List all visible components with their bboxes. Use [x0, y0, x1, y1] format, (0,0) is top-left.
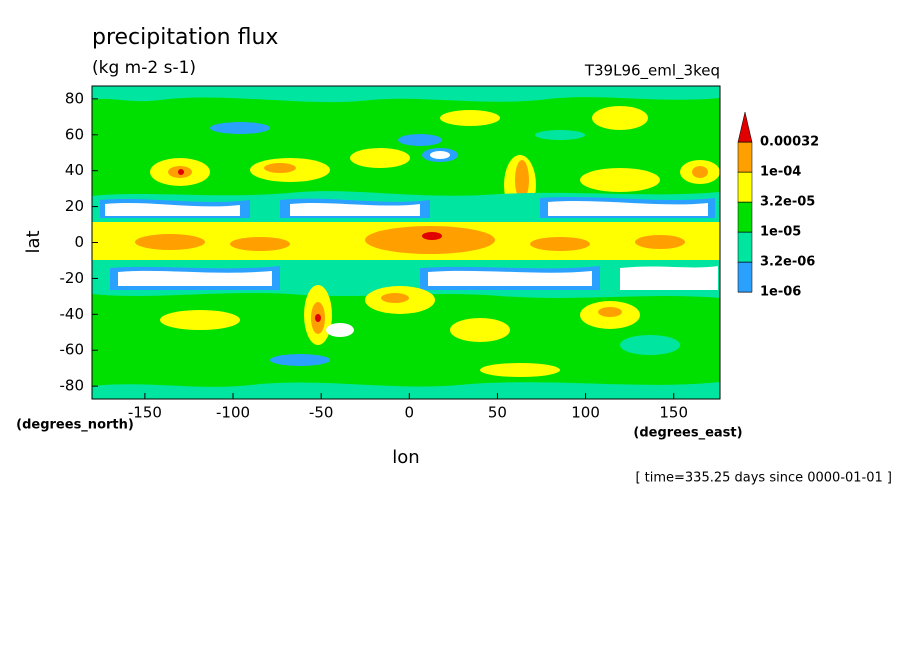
colorbar-label: 1e-06 — [760, 285, 801, 300]
colorbar-swatch — [737, 171, 753, 203]
colorbar-label: 3.2e-05 — [760, 195, 815, 210]
y-tick-label: 40 — [65, 161, 84, 179]
y-axis-label: lat — [23, 230, 44, 253]
y-tick-label: -40 — [60, 305, 85, 323]
colorbar-swatch — [737, 231, 753, 263]
colorbar-swatch — [737, 261, 753, 293]
y-tick-label: -80 — [60, 377, 85, 395]
colorbar-label: 1e-05 — [760, 225, 801, 240]
y-units: (degrees_north) — [16, 418, 134, 433]
y-tick-label: 80 — [65, 89, 84, 107]
x-tick-label: -100 — [216, 404, 250, 422]
x-tick-label: 50 — [488, 404, 507, 422]
x-tick-label: 0 — [405, 404, 415, 422]
footer: [ time=335.25 days since 0000-01-01 ] — [635, 471, 892, 486]
y-tick-label: -20 — [60, 269, 85, 287]
annotation: T39L96_eml_3keq — [584, 62, 720, 81]
contour-field — [92, 86, 720, 399]
chart-title: precipitation flux — [92, 25, 278, 50]
y-tick-label: 0 — [74, 233, 84, 251]
x-axis-label: lon — [392, 447, 419, 468]
colorbar-label: 3.2e-06 — [760, 255, 815, 270]
colorbar-swatch — [737, 141, 753, 173]
x-tick-label: -50 — [309, 404, 334, 422]
y-tick-label: 60 — [65, 125, 84, 143]
x-tick-label: -150 — [128, 404, 162, 422]
y-tick-label: -60 — [60, 341, 85, 359]
colorbar-swatch — [737, 201, 753, 233]
colorbar-label: 1e-04 — [760, 165, 801, 180]
y-tick-label: 20 — [65, 197, 84, 215]
colorbar-label: 0.00032 — [760, 135, 819, 150]
chart-subtitle: (kg m-2 s-1) — [92, 58, 196, 78]
x-tick-label: 150 — [659, 404, 688, 422]
colorbar-swatch — [737, 111, 753, 143]
x-units: (degrees_east) — [633, 426, 742, 441]
x-tick-label: 100 — [571, 404, 600, 422]
